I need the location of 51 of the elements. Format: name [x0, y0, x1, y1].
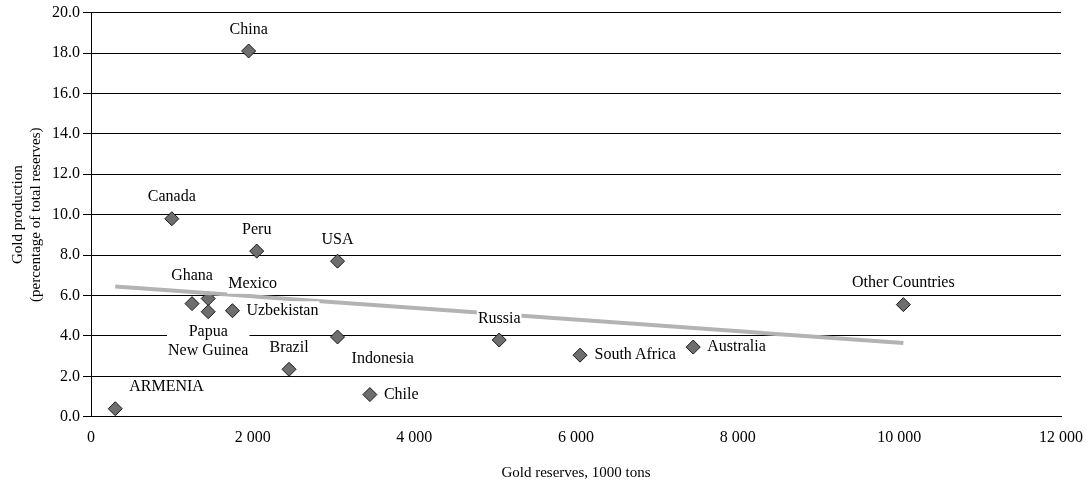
annotation: Papua New Guinea [168, 322, 249, 359]
annotation: Indonesia [351, 348, 414, 366]
annotation: Chile [383, 384, 419, 402]
annotation: USA [321, 229, 354, 247]
annotation: Mexico [228, 274, 278, 292]
point [107, 401, 123, 417]
point [281, 361, 297, 377]
point [572, 347, 588, 363]
annotation: Canada [147, 187, 196, 205]
point [200, 304, 216, 320]
point [895, 297, 911, 313]
y-tick-label: 14.0 [52, 124, 80, 142]
annotation: South Africa [594, 345, 676, 363]
annotation: Brazil [269, 338, 310, 356]
y-tick-label: 2.0 [60, 366, 80, 384]
x-tick-label: 4 000 [396, 427, 433, 445]
point [330, 329, 346, 345]
y-tick-label: 0.0 [60, 407, 80, 424]
x-tick-label: 2 000 [234, 427, 271, 445]
annotation: Uzbekistan [246, 300, 319, 318]
y-tick-label: 10.0 [52, 204, 80, 222]
x-tick-label: 8 000 [719, 427, 756, 445]
point [249, 243, 265, 259]
point [241, 43, 257, 59]
y-tick-label: 16.0 [52, 83, 80, 101]
y-tick-label: 20.0 [52, 2, 80, 20]
annotation: Russia [477, 308, 521, 326]
annotation: Peru [242, 219, 272, 237]
annotation: ARMENIA [129, 377, 205, 395]
y-axis-title: Gold production (percentage of total reserves) [8, 127, 44, 302]
point [164, 211, 180, 227]
x-axis-title: Gold reserves, 1000 tons [501, 463, 651, 480]
y-tick-label: 12.0 [52, 164, 80, 182]
point [685, 339, 701, 355]
x-tick-label: 10 000 [877, 427, 922, 445]
annotation: Ghana [171, 266, 213, 284]
point [330, 253, 346, 269]
annotation: Australia [707, 337, 766, 355]
annotation: China [229, 19, 268, 37]
y-tick-label: 18.0 [52, 43, 80, 61]
y-tick-label: 4.0 [60, 326, 80, 344]
point [224, 303, 240, 319]
x-tick-label: 0 [87, 427, 95, 445]
point [491, 332, 507, 348]
x-tick-label: 6 000 [558, 427, 594, 445]
point [362, 387, 378, 403]
y-tick-label: 6.0 [60, 285, 80, 303]
annotation: Other Countries [852, 273, 955, 291]
point [184, 296, 200, 312]
x-tick-label: 12 000 [1039, 427, 1083, 445]
y-tick-label: 8.0 [60, 245, 80, 263]
